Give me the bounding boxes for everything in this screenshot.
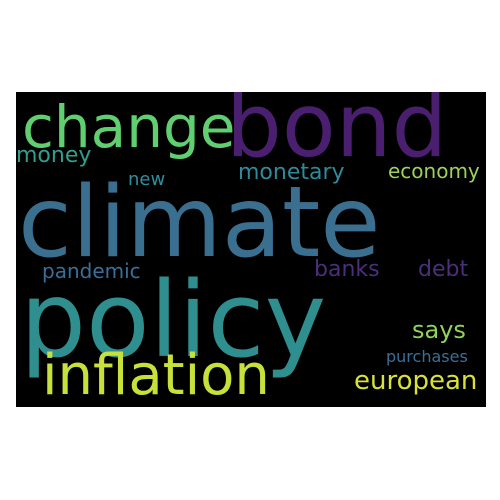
word-banks: banks: [314, 257, 380, 282]
word-change: change: [22, 93, 236, 161]
word-economy: economy: [388, 159, 480, 183]
word-cloud: bond change money new monetary economy c…: [16, 92, 486, 407]
word-inflation: inflation: [42, 343, 270, 407]
word-money: money: [16, 143, 92, 168]
word-european: european: [354, 366, 478, 396]
word-policy: policy: [20, 259, 327, 381]
word-bond: bond: [226, 92, 448, 177]
word-climate: climate: [18, 166, 381, 280]
word-pandemic: pandemic: [42, 259, 141, 283]
word-purchases: purchases: [386, 347, 468, 366]
word-debt: debt: [418, 257, 469, 282]
word-monetary: monetary: [238, 160, 345, 185]
word-new: new: [128, 169, 166, 190]
word-says: says: [412, 316, 466, 344]
